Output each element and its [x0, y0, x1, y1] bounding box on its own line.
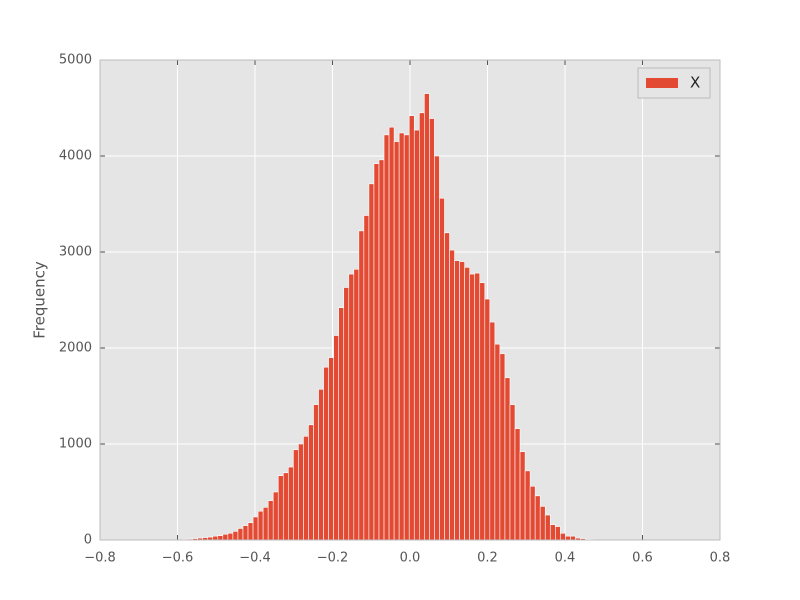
x-tick-label: −0.2	[317, 551, 349, 566]
bar	[560, 532, 566, 541]
x-tick-label: 0.8	[710, 551, 731, 566]
bar	[489, 321, 496, 541]
bar	[358, 230, 365, 541]
bar	[469, 273, 476, 541]
bar	[212, 535, 219, 541]
bar	[403, 134, 410, 541]
bar	[484, 298, 491, 541]
bar	[454, 260, 460, 541]
plot-frame	[99, 59, 721, 541]
bar	[529, 485, 536, 541]
bar	[549, 524, 556, 541]
bar	[333, 335, 340, 541]
bar	[262, 507, 269, 541]
bar	[323, 366, 329, 541]
x-tick-label: 0.6	[632, 551, 653, 566]
bar	[363, 215, 370, 541]
y-axis-label: Frequency	[31, 261, 49, 339]
bar	[534, 495, 541, 541]
legend-label: X	[690, 74, 700, 92]
bar	[449, 249, 455, 541]
bar	[308, 424, 314, 541]
bar	[555, 526, 561, 541]
bar	[514, 428, 521, 541]
bar	[217, 535, 224, 541]
bar	[288, 466, 294, 541]
y-tick-label: 5000	[59, 53, 92, 68]
bar	[293, 449, 299, 541]
bar	[373, 163, 380, 541]
bar	[479, 282, 486, 541]
bar	[368, 183, 375, 541]
bar	[504, 377, 511, 541]
legend-swatch	[646, 78, 678, 88]
bar	[519, 451, 526, 541]
x-tick-label: 0.0	[400, 551, 421, 566]
bar	[252, 516, 259, 541]
bar	[388, 126, 395, 541]
bar	[383, 134, 390, 541]
bar	[353, 268, 360, 541]
bar	[439, 197, 445, 541]
bar	[499, 353, 506, 541]
bar	[313, 404, 319, 541]
y-tick-label: 3000	[59, 245, 92, 260]
bar	[408, 115, 415, 541]
bar	[348, 273, 355, 541]
bar	[494, 343, 501, 541]
bar	[282, 472, 289, 541]
bar	[378, 159, 385, 541]
bar	[570, 535, 576, 541]
bar	[247, 522, 254, 541]
y-tick-label: 0	[84, 533, 92, 548]
bar	[429, 118, 435, 541]
bar	[237, 528, 244, 541]
bar	[232, 531, 239, 541]
bar	[328, 357, 334, 541]
bar	[509, 404, 516, 541]
y-tick-label: 2000	[59, 341, 92, 356]
bar	[272, 491, 279, 541]
x-tick-label: −0.6	[162, 551, 194, 566]
bar	[343, 287, 350, 541]
bar	[227, 532, 234, 541]
bar	[434, 155, 440, 541]
x-tick-label: −0.8	[84, 551, 116, 566]
bar	[424, 93, 430, 541]
bar	[418, 112, 425, 541]
bar	[257, 510, 264, 541]
bar	[318, 388, 324, 541]
bar	[413, 129, 420, 541]
bar	[298, 443, 304, 541]
bar	[464, 267, 470, 541]
x-tick-label: −0.4	[239, 551, 271, 566]
bar	[303, 436, 309, 541]
bar	[444, 232, 450, 541]
bar	[267, 500, 274, 541]
bar	[242, 525, 249, 541]
bar	[338, 307, 345, 541]
bar	[539, 506, 546, 541]
x-tick-label: 0.4	[555, 551, 576, 566]
bar	[277, 475, 284, 541]
bar	[544, 514, 551, 541]
bar	[459, 261, 465, 541]
bar	[524, 470, 531, 541]
bar	[398, 132, 405, 541]
x-tick-label: 0.2	[477, 551, 498, 566]
y-tick-label: 1000	[59, 437, 92, 452]
bar	[222, 533, 229, 541]
y-tick-label: 4000	[59, 149, 92, 164]
bar	[565, 535, 571, 541]
bar	[474, 272, 481, 541]
bar	[393, 141, 400, 541]
